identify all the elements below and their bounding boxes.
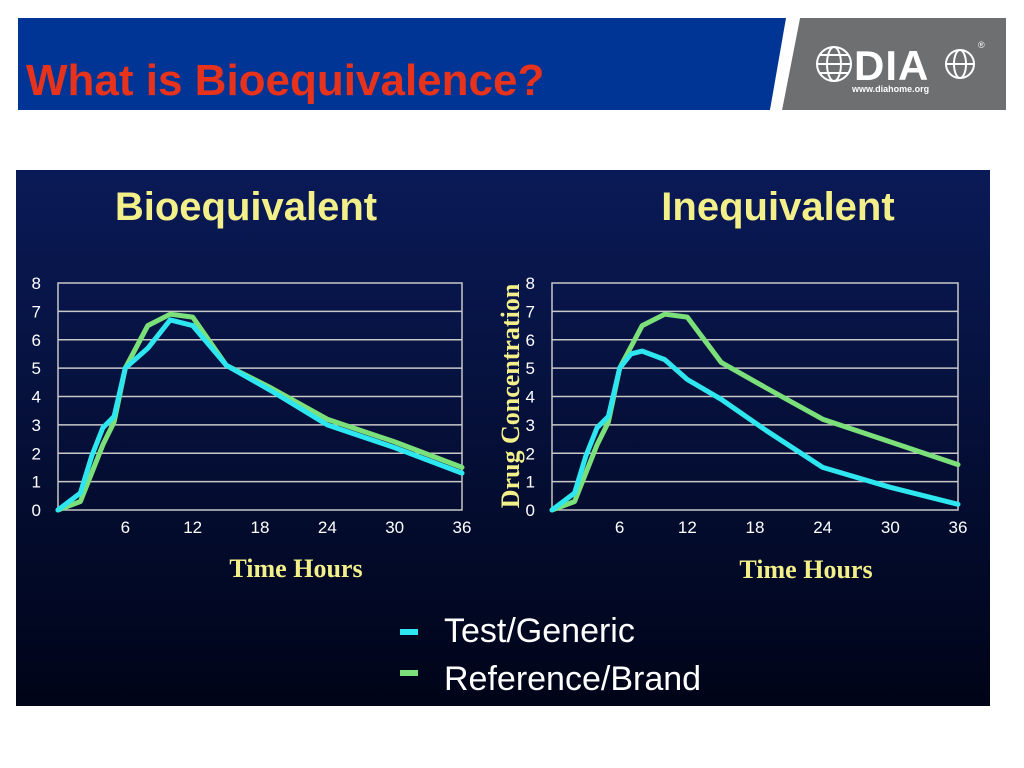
globe-icon: [816, 46, 852, 82]
y-tick-label: 6: [32, 331, 41, 350]
y-tick-label: 8: [32, 274, 41, 293]
chart-title: Bioequivalent: [115, 185, 377, 229]
x-tick-label: 24: [813, 518, 832, 537]
slide-header: What is Bioequivalence? DIA ® www.diahom…: [0, 0, 1024, 118]
y-tick-label: 6: [526, 331, 535, 350]
legend-item: Reference/Brand: [400, 660, 701, 698]
x-tick-label: 12: [183, 518, 202, 537]
x-tick-label: 12: [678, 518, 697, 537]
y-tick-label: 2: [526, 444, 535, 463]
y-tick-label: 0: [32, 501, 41, 520]
header-banner: [18, 18, 1006, 110]
globe-icon-right: [945, 49, 975, 79]
legend-swatch: [400, 629, 418, 635]
legend-label: Test/Generic: [444, 612, 635, 650]
legend-label: Reference/Brand: [444, 660, 701, 698]
y-tick-label: 3: [526, 416, 535, 435]
x-tick-label: 18: [746, 518, 765, 537]
legend-item: Test/Generic: [400, 612, 635, 650]
y-tick-label: 3: [32, 416, 41, 435]
chart-background: [16, 170, 990, 706]
registered-mark-icon: ®: [978, 40, 985, 50]
y-tick-label: 8: [526, 274, 535, 293]
y-tick-label: 5: [526, 359, 535, 378]
y-tick-label: 2: [32, 444, 41, 463]
x-tick-label: 24: [318, 518, 337, 537]
x-tick-label: 18: [251, 518, 270, 537]
x-tick-label: 6: [615, 518, 624, 537]
y-tick-label: 5: [32, 359, 41, 378]
x-tick-label: 36: [949, 518, 968, 537]
chart-figure: Bioequivalent 0 1 2 3 4 5 6 7 8 6 12 18 24 30 36 Time Ho…: [16, 170, 990, 706]
series-line-reference-brand: [55, 311, 465, 513]
y-tick-label: 4: [32, 388, 41, 407]
y-tick-label: 1: [526, 473, 535, 492]
x-tick-label: 30: [385, 518, 404, 537]
header-divider: [770, 18, 800, 110]
x-tick-label: 6: [121, 518, 130, 537]
header-blue-band: [18, 18, 788, 110]
series-line-reference-brand: [549, 311, 961, 513]
y-tick-label: 7: [32, 302, 41, 321]
x-tick-label: 36: [453, 518, 472, 537]
x-tick-label: 30: [881, 518, 900, 537]
y-axis-label: Drug Concentration: [496, 283, 525, 508]
y-tick-label: 0: [526, 501, 535, 520]
legend: Test/Generic Reference/Brand: [400, 612, 701, 698]
y-tick-label: 4: [526, 388, 535, 407]
series-line-test-generic: [549, 348, 961, 513]
y-tick-label: 1: [32, 473, 41, 492]
x-axis-label: Time Hours: [739, 555, 872, 584]
x-axis-label: Time Hours: [229, 554, 362, 583]
series-line-test-generic: [55, 317, 465, 513]
logo-wordmark: DIA: [854, 42, 929, 89]
legend-swatch: [400, 670, 418, 676]
page-title: What is Bioequivalence?: [26, 56, 545, 105]
chart-title: Inequivalent: [661, 185, 894, 229]
y-tick-label: 7: [526, 302, 535, 321]
header-gray-band: [782, 18, 1006, 110]
logo-url: www.diahome.org: [852, 84, 930, 94]
dia-logo: DIA ®: [816, 40, 985, 89]
